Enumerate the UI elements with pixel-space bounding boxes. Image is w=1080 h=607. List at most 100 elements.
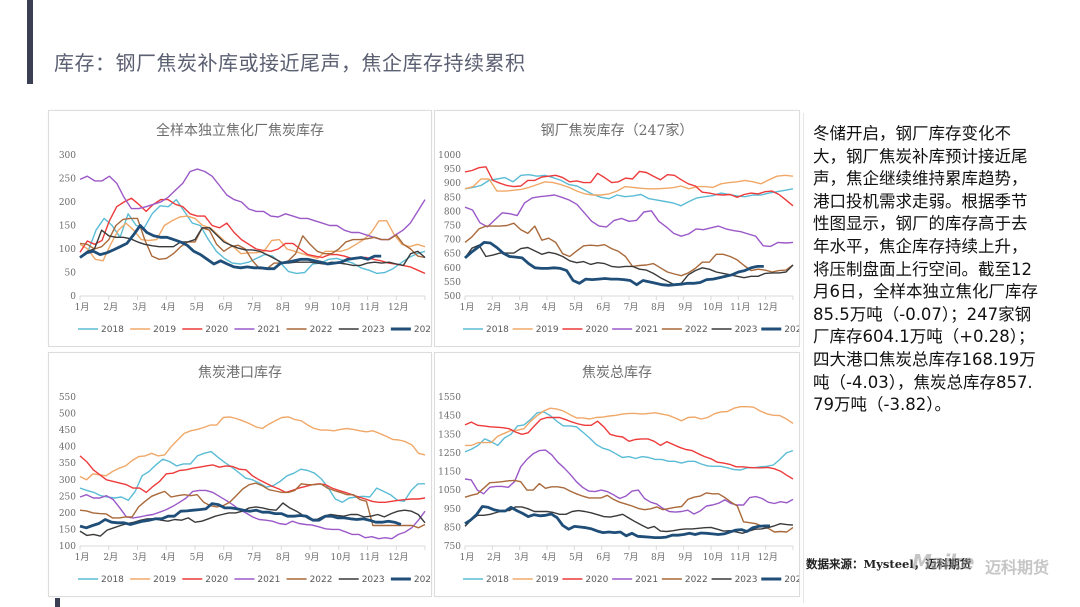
series-line-2022 xyxy=(464,222,794,277)
chart-svg: 全样本独立焦化厂焦炭库存 0 50 100 150 200 250 300 1月 2月 3月 4月 5月… xyxy=(59,122,431,335)
series-line-2019 xyxy=(465,406,794,447)
x-tick-label: 9月 xyxy=(305,552,320,563)
series-line-2024 xyxy=(79,224,382,271)
legend-item-2020: 2020 xyxy=(562,575,609,585)
y-tick-label: 100 xyxy=(59,245,76,255)
x-tick-label: 1月 xyxy=(460,552,475,563)
series-line-2021 xyxy=(79,489,426,540)
series-line-2021 xyxy=(79,168,426,241)
x-tick-label: 2月 xyxy=(487,552,502,563)
legend-label: 2022 xyxy=(310,325,333,335)
legend-item-2021: 2021 xyxy=(612,575,658,585)
series-line-2018 xyxy=(79,450,425,504)
x-tick-label: 6月 xyxy=(596,302,611,313)
legend-item-2021: 2021 xyxy=(612,325,658,335)
legend-label: 2018 xyxy=(486,325,509,335)
legend-label: 2022 xyxy=(310,575,333,585)
y-tick-label: 250 xyxy=(59,492,76,502)
legend-label: 2024 xyxy=(784,325,799,335)
x-tick-label: 5月 xyxy=(569,552,584,563)
chart-steel-mill-inventory: 钢厂焦炭库存（247家） 500 550 600 650 700 750 800 850 900 9… xyxy=(434,110,800,347)
y-tick-label: 450 xyxy=(59,426,76,436)
legend-label: 2019 xyxy=(153,325,176,335)
legend-item-2023: 2023 xyxy=(338,575,385,585)
x-tick-label: 7月 xyxy=(624,302,639,313)
y-tick-label: 1450 xyxy=(438,412,461,422)
legend-item-2024: 2024 xyxy=(390,575,431,585)
y-tick-label: 700 xyxy=(444,236,461,246)
y-tick-label: 1250 xyxy=(438,449,461,459)
legend-item-2020: 2020 xyxy=(182,325,228,335)
series-line-2024 xyxy=(464,240,764,287)
watermark-company: 迈科期货 xyxy=(985,558,1050,577)
page-title: 库存：钢厂焦炭补库或接近尾声，焦企库存持续累积 xyxy=(54,51,526,75)
y-tick-label: 1350 xyxy=(438,430,461,440)
legend-item-2022: 2022 xyxy=(286,325,333,335)
series-line-2023 xyxy=(464,506,794,535)
legend-label: 2021 xyxy=(635,325,658,335)
x-tick-label: 1月 xyxy=(75,552,90,563)
legend-item-2018: 2018 xyxy=(78,325,124,335)
x-tick-label: 12月 xyxy=(388,552,408,563)
chart-total-inventory: 焦炭总库存 750 850 950 1050 1150 1250 1350 1450 1550 1月… xyxy=(434,352,800,597)
legend-item-2021: 2021 xyxy=(234,575,280,585)
y-tick-label: 300 xyxy=(59,151,76,161)
series-line-2023 xyxy=(79,502,426,537)
data-source: 数据来源：Mysteel，迈科期货 xyxy=(806,557,972,571)
series-line-2021 xyxy=(464,449,794,515)
commentary-text: 冬储开启，钢厂库存变化不大，钢厂焦炭补库预计接近尾声，焦企继续维持累库趋势，港口… xyxy=(813,124,1038,415)
chart-title: 焦炭港口库存 xyxy=(198,365,282,381)
series-line-2023 xyxy=(464,244,794,286)
y-tick-label: 750 xyxy=(444,542,461,552)
legend-label: 2020 xyxy=(205,325,228,335)
legend-label: 2018 xyxy=(101,325,124,335)
legend-item-2018: 2018 xyxy=(463,325,509,335)
x-tick-label: 12月 xyxy=(388,302,408,313)
y-tick-label: 1050 xyxy=(438,486,461,496)
x-tick-label: 10月 xyxy=(331,552,351,563)
x-tick-label: 5月 xyxy=(569,302,584,313)
series-line-2024 xyxy=(464,505,770,540)
legend-label: 2018 xyxy=(486,575,509,585)
y-tick-label: 550 xyxy=(59,393,76,403)
x-tick-label: 6月 xyxy=(218,552,233,563)
x-tick-label: 11月 xyxy=(359,302,379,313)
x-tick-label: 11月 xyxy=(730,552,750,563)
y-tick-label: 400 xyxy=(59,443,76,453)
y-tick-label: 300 xyxy=(59,476,76,486)
x-tick-label: 2月 xyxy=(103,302,118,313)
y-tick-label: 850 xyxy=(444,193,461,203)
legend-label: 2024 xyxy=(414,575,431,585)
legend-item-2018: 2018 xyxy=(463,575,509,585)
legend-item-2020: 2020 xyxy=(182,575,228,585)
x-tick-label: 10月 xyxy=(703,552,723,563)
legend-item-2019: 2019 xyxy=(512,575,559,585)
series-line-2022 xyxy=(79,482,426,529)
x-tick-label: 5月 xyxy=(190,552,205,563)
x-tick-label: 3月 xyxy=(132,302,147,313)
legend-label: 2018 xyxy=(101,575,124,585)
x-tick-label: 3月 xyxy=(514,302,529,313)
x-tick-label: 4月 xyxy=(542,302,557,313)
legend-item-2022: 2022 xyxy=(661,575,708,585)
legend-label: 2022 xyxy=(685,325,708,335)
series-line-2024 xyxy=(79,502,402,530)
y-tick-label: 200 xyxy=(59,509,76,519)
chart-svg: 焦炭港口库存 100 150 200 250 300 350 400 450 500 550 1月 2月… xyxy=(59,365,431,585)
series-line-2018 xyxy=(464,411,794,471)
y-tick-label: 150 xyxy=(59,525,76,535)
series-line-2021 xyxy=(464,194,794,248)
series-line-2023 xyxy=(79,227,426,267)
series-line-2022 xyxy=(464,479,794,533)
x-tick-label: 7月 xyxy=(624,552,639,563)
y-tick-label: 50 xyxy=(65,269,77,279)
x-tick-label: 12月 xyxy=(757,552,777,563)
x-tick-label: 1月 xyxy=(75,302,90,313)
legend-item-2023: 2023 xyxy=(711,325,757,335)
legend-item-2024: 2024 xyxy=(390,325,431,335)
x-tick-label: 7月 xyxy=(247,302,262,313)
legend-label: 2021 xyxy=(257,575,280,585)
chart-title: 钢厂焦炭库存（247家） xyxy=(541,122,694,139)
y-tick-label: 800 xyxy=(444,207,461,217)
y-tick-label: 650 xyxy=(444,250,461,260)
